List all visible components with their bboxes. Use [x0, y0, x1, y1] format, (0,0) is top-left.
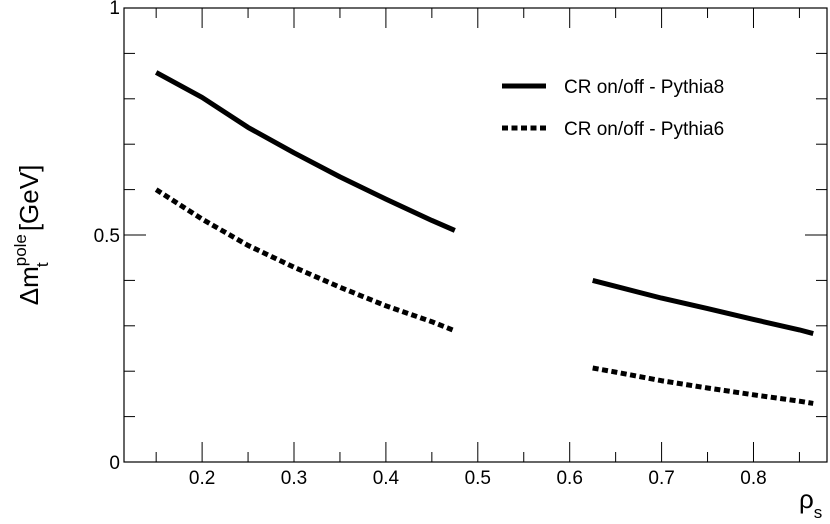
y-axis-title: Δmpole t [GeV] — [11, 165, 52, 306]
x-axis-title-subscript: s — [814, 503, 823, 522]
y-axis-title-prefix: Δm — [14, 266, 44, 305]
x-tick-label: 0.3 — [281, 468, 307, 489]
y-tick-label: 0 — [109, 453, 120, 474]
series-line-pythia8-segment-1 — [592, 277, 814, 336]
y-axis-title-superscript: pole — [11, 234, 30, 266]
legend-label-pythia8: CR on/off - Pythia8 — [564, 77, 724, 98]
series-line-pythia8-segment-0 — [154, 70, 456, 233]
y-axis-title-suffix: [GeV] — [14, 165, 44, 239]
x-tick-label: 0.6 — [556, 468, 582, 489]
x-axis-title: ρs — [799, 484, 822, 522]
series-line-pythia6-segment-1 — [592, 365, 814, 406]
x-axis-title-symbol: ρ — [799, 484, 814, 514]
svg-text:ρs: ρs — [799, 484, 822, 522]
legend: CR on/off - Pythia8 CR on/off - Pythia6 — [502, 77, 724, 140]
minor-ticks — [124, 8, 827, 462]
x-tick-label: 0.8 — [740, 468, 766, 489]
series-layer — [154, 70, 814, 406]
x-tick-label: 0.2 — [189, 468, 215, 489]
y-tick-label: 1 — [109, 0, 120, 19]
tick-labels: 0.2 0.3 0.4 0.5 0.6 0.7 0.8 0 0.5 1 — [94, 0, 767, 489]
series-line-pythia6-segment-0 — [154, 187, 456, 334]
y-axis-title-subscript: t — [33, 262, 52, 267]
x-tick-label: 0.7 — [648, 468, 674, 489]
major-ticks — [124, 7, 827, 463]
legend-label-pythia6: CR on/off - Pythia6 — [564, 119, 724, 140]
y-tick-label: 0.5 — [94, 226, 120, 247]
x-tick-label: 0.4 — [373, 468, 400, 489]
x-tick-label: 0.5 — [465, 468, 491, 489]
